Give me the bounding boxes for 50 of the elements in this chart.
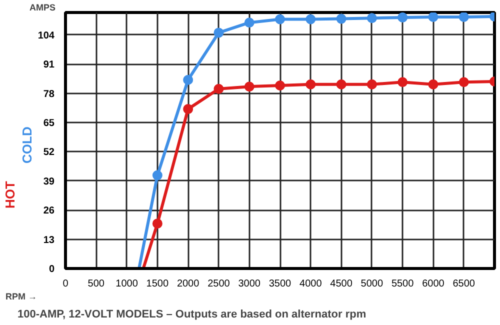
y-tick-label: 104 bbox=[38, 30, 55, 42]
x-tick-label: 3000 bbox=[238, 278, 261, 290]
text: COLD bbox=[20, 126, 34, 164]
x-tick-label: 5000 bbox=[360, 278, 384, 290]
x-tick-label: 1500 bbox=[146, 278, 169, 290]
x-tick-label: 500 bbox=[88, 278, 105, 290]
point bbox=[275, 80, 285, 90]
point bbox=[366, 13, 377, 24]
y-tick-label: 13 bbox=[43, 234, 55, 246]
x-tick-label: 2500 bbox=[208, 278, 230, 290]
y-tick-label: 0 bbox=[48, 264, 55, 275]
x-tick-label: 2000 bbox=[176, 278, 200, 290]
point bbox=[244, 18, 254, 28]
point bbox=[214, 84, 224, 94]
point bbox=[152, 170, 162, 180]
x-tick-label: 0 bbox=[62, 278, 69, 290]
y-tick-label: 65 bbox=[43, 118, 55, 130]
y-tick-label: 39 bbox=[43, 176, 55, 188]
point bbox=[306, 14, 316, 24]
x-tick-label: 3500 bbox=[268, 278, 292, 290]
point bbox=[244, 82, 254, 92]
x-tick-label: 6500 bbox=[452, 278, 476, 290]
x-tick-label: 1000 bbox=[116, 278, 138, 290]
x-tick-label: 5500 bbox=[391, 278, 414, 290]
point bbox=[152, 218, 162, 229]
point bbox=[398, 12, 408, 22]
text: 100-AMP, 12-VOLT MODELS – Outputs are based on alternator rpm bbox=[18, 308, 366, 320]
point bbox=[275, 14, 285, 24]
x-axis-title: RPM → bbox=[6, 292, 37, 302]
x-tick-label: 4000 bbox=[300, 278, 322, 290]
point bbox=[306, 79, 316, 90]
y-tick-label: 26 bbox=[43, 206, 55, 217]
y-tick-label: 91 bbox=[43, 60, 55, 71]
point bbox=[428, 12, 438, 22]
x-tick-label: 6000 bbox=[422, 278, 445, 290]
point bbox=[183, 104, 194, 114]
y-tick-label: 52 bbox=[43, 147, 55, 158]
text: HOT bbox=[2, 181, 18, 208]
y-axis-title: AMPS bbox=[30, 2, 56, 12]
point bbox=[458, 12, 469, 22]
point bbox=[336, 79, 346, 90]
point bbox=[214, 28, 224, 38]
x-tick-label: 4500 bbox=[330, 278, 353, 290]
point bbox=[458, 77, 469, 88]
point bbox=[398, 77, 408, 88]
point bbox=[183, 74, 194, 85]
point bbox=[366, 79, 377, 90]
point bbox=[428, 79, 438, 90]
point bbox=[336, 14, 346, 24]
y-tick-label: 78 bbox=[43, 88, 55, 100]
